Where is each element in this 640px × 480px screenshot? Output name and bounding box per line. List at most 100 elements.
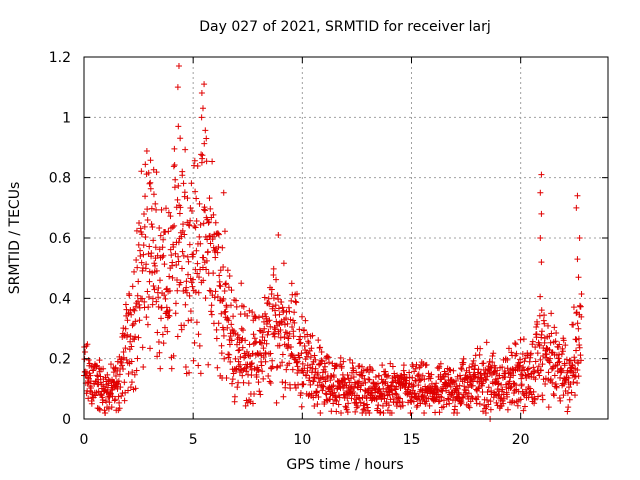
data-point <box>155 284 162 291</box>
data-point <box>236 346 243 353</box>
data-point <box>425 370 432 377</box>
data-point <box>201 204 208 211</box>
data-point <box>230 328 237 335</box>
data-point <box>96 406 103 413</box>
data-point <box>88 385 95 392</box>
data-point <box>476 384 483 391</box>
data-point <box>217 267 224 274</box>
data-point <box>276 311 283 318</box>
data-point <box>292 298 299 305</box>
data-point <box>280 393 287 400</box>
data-point <box>229 380 236 387</box>
data-point <box>273 399 280 406</box>
data-point <box>521 403 528 410</box>
data-point <box>298 313 305 320</box>
data-point <box>573 309 580 316</box>
data-point <box>96 357 103 364</box>
data-point <box>565 375 572 382</box>
data-point <box>278 320 285 327</box>
y-tick-label: 0 <box>62 412 71 428</box>
data-point <box>240 303 247 310</box>
data-point <box>542 381 549 388</box>
data-point <box>561 362 568 369</box>
data-point <box>175 63 182 70</box>
data-point <box>344 409 351 416</box>
data-point <box>393 391 400 398</box>
data-point <box>366 376 373 383</box>
data-point <box>484 373 491 380</box>
data-point <box>130 306 137 313</box>
data-point <box>128 311 135 318</box>
data-point <box>322 368 329 375</box>
data-point <box>226 351 233 358</box>
data-point <box>170 352 177 359</box>
data-point <box>183 278 190 285</box>
data-point <box>216 278 223 285</box>
data-point <box>200 254 207 261</box>
data-point <box>135 278 142 285</box>
data-point <box>200 220 207 227</box>
data-point <box>539 392 546 399</box>
data-point <box>556 341 563 348</box>
data-point <box>162 229 169 236</box>
data-point <box>156 277 163 284</box>
data-point <box>139 295 146 302</box>
data-point <box>156 349 163 356</box>
data-point <box>312 365 319 372</box>
data-point <box>575 335 582 342</box>
data-point <box>317 344 324 351</box>
data-point <box>279 379 286 386</box>
data-point <box>333 408 340 415</box>
data-point <box>284 320 291 327</box>
data-point <box>309 332 316 339</box>
data-point <box>564 390 571 397</box>
data-point <box>557 374 564 381</box>
data-point <box>570 304 577 311</box>
data-point <box>282 379 289 386</box>
data-point <box>87 372 94 379</box>
data-point <box>426 402 433 409</box>
data-point <box>537 189 544 196</box>
data-point <box>155 294 162 301</box>
data-point <box>504 365 511 372</box>
data-point <box>223 280 230 287</box>
data-point <box>458 366 465 373</box>
data-point <box>287 385 294 392</box>
data-point <box>222 281 229 288</box>
data-point <box>483 396 490 403</box>
data-point <box>221 309 228 316</box>
data-point <box>203 158 210 165</box>
data-point <box>187 217 194 224</box>
data-point <box>318 348 325 355</box>
data-point <box>154 353 161 360</box>
data-point <box>256 388 263 395</box>
data-point <box>161 261 168 268</box>
x-tick-label: 20 <box>512 432 530 448</box>
data-point <box>531 395 538 402</box>
data-point <box>487 406 494 413</box>
data-point <box>193 195 200 202</box>
data-point <box>307 364 314 371</box>
data-point <box>520 390 527 397</box>
data-point <box>315 337 322 344</box>
data-point <box>141 223 148 230</box>
data-point <box>218 310 225 317</box>
data-point <box>185 271 192 278</box>
data-point <box>406 369 413 376</box>
data-point <box>232 330 239 337</box>
data-point <box>560 392 567 399</box>
data-point <box>280 260 287 267</box>
data-point <box>212 248 218 255</box>
data-point <box>237 361 244 368</box>
data-point <box>571 357 578 364</box>
data-point <box>178 326 185 333</box>
data-point <box>359 372 366 379</box>
data-point <box>115 378 122 385</box>
data-point <box>353 369 360 376</box>
data-point <box>533 331 540 338</box>
data-point <box>575 360 582 367</box>
data-point <box>472 373 479 380</box>
data-point <box>524 366 531 373</box>
data-point <box>487 364 494 371</box>
data-point <box>296 340 303 347</box>
